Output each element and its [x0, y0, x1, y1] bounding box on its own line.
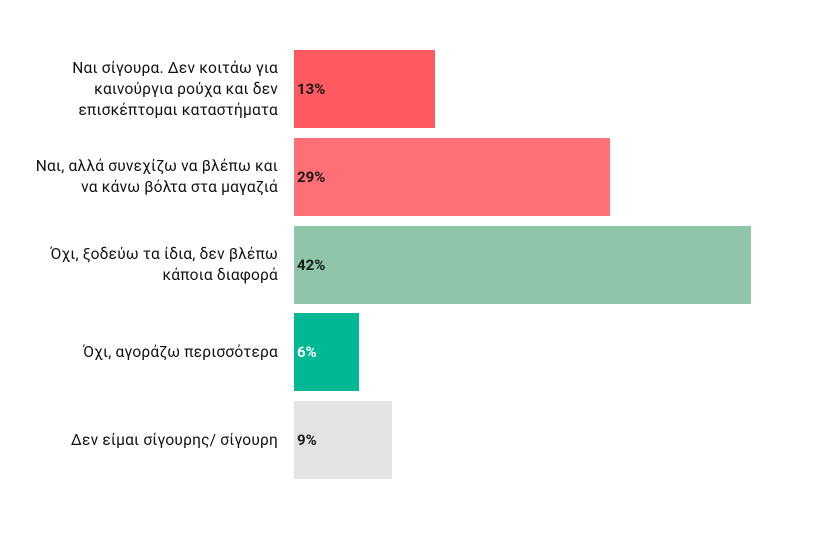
value-label: 42%	[297, 255, 326, 274]
bar	[294, 50, 436, 128]
category-label: Ναι, αλλά συνεχίζω να βλέπω και να κάνω …	[0, 138, 278, 216]
category-text: Όχι, αγοράζω περισσότερα	[83, 342, 278, 361]
bar	[294, 225, 751, 304]
category-label: Όχι, αγοράζω περισσότερα	[0, 313, 278, 391]
category-text: Δεν είμαι σίγουρης/ σίγουρη	[70, 430, 278, 449]
category-text: Ναι σίγουρα. Δεν κοιτάω για καινούργια ρ…	[72, 58, 278, 119]
category-label: Ναι σίγουρα. Δεν κοιτάω για καινούργια ρ…	[0, 50, 278, 128]
bar	[294, 401, 392, 480]
category-text: Όχι, ξοδεύω τα ίδια, δεν βλέπω κάποια δι…	[50, 244, 278, 284]
category-text: Ναι, αλλά συνεχίζω να βλέπω και να κάνω …	[35, 156, 278, 196]
bar	[294, 313, 360, 392]
category-label: Δεν είμαι σίγουρης/ σίγουρη	[0, 401, 278, 479]
category-label: Όχι, ξοδεύω τα ίδια, δεν βλέπω κάποια δι…	[0, 226, 278, 304]
bar	[294, 137, 610, 216]
value-label: 13%	[297, 80, 326, 98]
value-label: 29%	[297, 167, 326, 186]
value-label: 9%	[297, 431, 317, 450]
value-label: 6%	[297, 343, 317, 362]
